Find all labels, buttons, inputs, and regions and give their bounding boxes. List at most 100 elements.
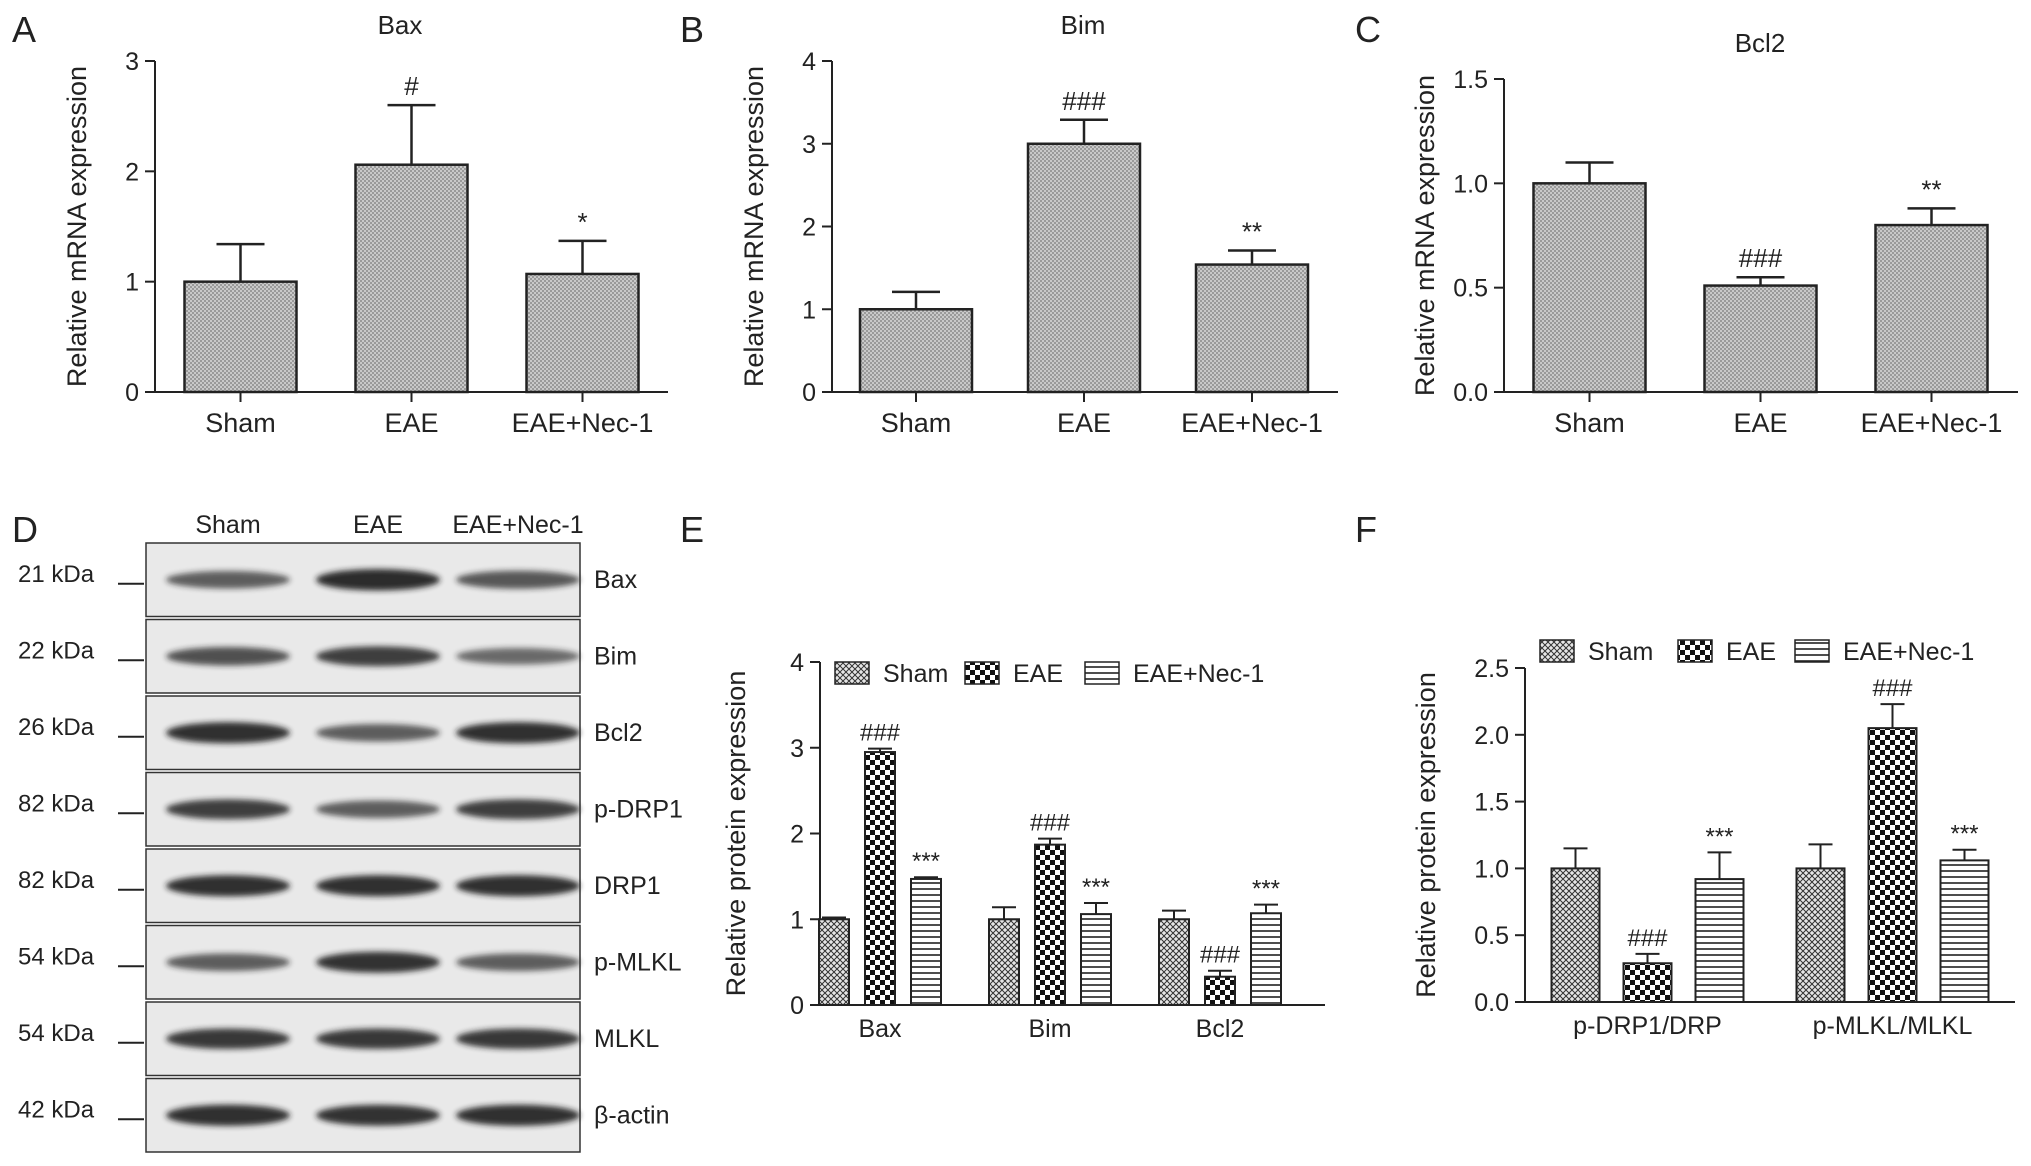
y-tick-label: 0	[790, 992, 804, 1020]
legend-label: EAE	[1726, 638, 1776, 666]
protein-band	[456, 799, 580, 820]
blot-row-bcl2: 26 kDa Bcl2	[18, 695, 643, 771]
x-tick-label: Sham	[881, 408, 952, 438]
significance-mark: ***	[1252, 876, 1280, 903]
bar-eae	[1867, 727, 1918, 1003]
bar-eae	[864, 751, 896, 1006]
significance-mark: **	[1242, 216, 1262, 246]
blot-row-p-mlkl: 54 kDa p-MLKL	[18, 924, 682, 1000]
protein-band	[166, 722, 290, 744]
y-tick-label: 1.5	[1474, 789, 1509, 817]
bar-sham	[818, 918, 850, 1006]
significance-mark: ###	[1062, 86, 1106, 116]
bar-eae-nec-1	[1939, 859, 1990, 1003]
chart-title: Bim	[1061, 10, 1106, 40]
bar-sham	[1550, 867, 1601, 1004]
y-tick-label: 0.5	[1453, 275, 1488, 303]
protein-label: DRP1	[594, 872, 661, 900]
legend-swatch	[1084, 661, 1120, 685]
bar-eae-nec-1	[1194, 263, 1310, 394]
protein-label: Bim	[594, 642, 637, 670]
y-tick-label: 3	[125, 48, 139, 76]
significance-mark: ###	[860, 720, 901, 747]
lane-label: Sham	[195, 511, 260, 539]
blot-row-drp1: 82 kDa DRP1	[18, 848, 661, 924]
legend-label: EAE+Nec-1	[1133, 660, 1264, 688]
bar-eae	[1026, 142, 1142, 394]
legend-label: Sham	[1588, 638, 1653, 666]
bar-eae-nec-1	[1250, 912, 1282, 1006]
panel-label-d: D	[12, 509, 38, 550]
y-tick-label: 1	[790, 906, 804, 934]
bar-eae-nec-1	[1874, 223, 1989, 394]
y-tick-label: 2	[125, 158, 139, 186]
x-tick-label: Bcl2	[1196, 1015, 1245, 1043]
legend-swatch	[1539, 639, 1575, 663]
molecular-weight-label: 26 kDa	[18, 714, 95, 741]
blot-row-p-drp1: 82 kDa p-DRP1	[18, 771, 683, 847]
bar-eae	[1204, 975, 1236, 1007]
chart-title: Bcl2	[1735, 28, 1786, 58]
y-tick-label: 3	[802, 131, 816, 159]
significance-mark: ***	[1950, 821, 1978, 848]
y-tick-label: 2	[802, 214, 816, 242]
protein-band	[316, 951, 440, 973]
blot-row--actin: 42 kDa β-actin	[18, 1077, 670, 1153]
protein-band	[456, 570, 580, 589]
western-blot: Sham EAE EAE+Nec-1 21 kDa Bax 22 kDa Bim 26 kDa…	[18, 511, 683, 1153]
protein-label: β-actin	[594, 1101, 670, 1129]
molecular-weight-label: 22 kDa	[18, 637, 95, 664]
x-tick-label: p-MLKL/MLKL	[1813, 1012, 1973, 1040]
x-tick-label: Sham	[1554, 408, 1625, 438]
significance-mark: ###	[1030, 810, 1071, 837]
blot-row-mlkl: 54 kDa MLKL	[18, 1001, 659, 1077]
x-tick-label: Sham	[205, 408, 276, 438]
protein-band	[166, 875, 290, 897]
significance-mark: *	[577, 207, 587, 237]
bar-eae-nec-1	[910, 877, 942, 1007]
protein-band	[316, 646, 440, 667]
molecular-weight-label: 21 kDa	[18, 561, 95, 588]
legend-swatch	[834, 661, 870, 685]
significance-mark: **	[1921, 174, 1941, 204]
protein-band	[456, 953, 580, 971]
protein-label: Bcl2	[594, 719, 643, 747]
bar-eae	[1034, 843, 1066, 1007]
bar-eae-nec-1	[1694, 878, 1745, 1004]
x-tick-label: p-DRP1/DRP	[1573, 1012, 1722, 1040]
legend-swatch	[1794, 639, 1830, 663]
y-tick-label: 1	[802, 296, 816, 324]
protein-band	[166, 1028, 290, 1049]
significance-mark: #	[404, 71, 419, 101]
protein-band	[456, 648, 580, 665]
x-tick-label: EAE	[1733, 408, 1787, 438]
y-tick-label: 2.0	[1474, 722, 1509, 750]
significance-mark: ***	[912, 848, 940, 875]
bar-eae	[1622, 962, 1673, 1003]
bar-eae-nec-1	[1080, 913, 1112, 1006]
molecular-weight-label: 54 kDa	[18, 1020, 95, 1047]
x-tick-label: EAE+Nec-1	[1861, 408, 2003, 438]
bar-eae	[1703, 284, 1818, 394]
protein-band	[166, 953, 290, 971]
molecular-weight-label: 82 kDa	[18, 790, 95, 817]
significance-mark: ###	[1872, 675, 1913, 702]
protein-band	[456, 875, 580, 897]
y-tick-label: 0.0	[1474, 989, 1509, 1017]
bar-sham	[1795, 867, 1846, 1004]
y-tick-label: 1.0	[1453, 170, 1488, 198]
legend-label: Sham	[883, 660, 948, 688]
molecular-weight-label: 42 kDa	[18, 1096, 95, 1123]
protein-band	[456, 1104, 580, 1126]
chart-panel-e: 0 1 2 3 4 Relative protein expression ### *** Ba…	[721, 649, 1325, 1043]
panel-label-f: F	[1355, 509, 1377, 550]
protein-band	[456, 722, 580, 744]
legend-label: EAE	[1013, 660, 1063, 688]
protein-label: p-DRP1	[594, 795, 683, 823]
blot-row-bim: 22 kDa Bim	[18, 618, 637, 694]
molecular-weight-label: 54 kDa	[18, 943, 95, 970]
protein-label: Bax	[594, 566, 638, 594]
lane-label: EAE	[353, 511, 403, 539]
y-tick-label: 2	[790, 821, 804, 849]
significance-mark: ###	[1627, 925, 1668, 952]
